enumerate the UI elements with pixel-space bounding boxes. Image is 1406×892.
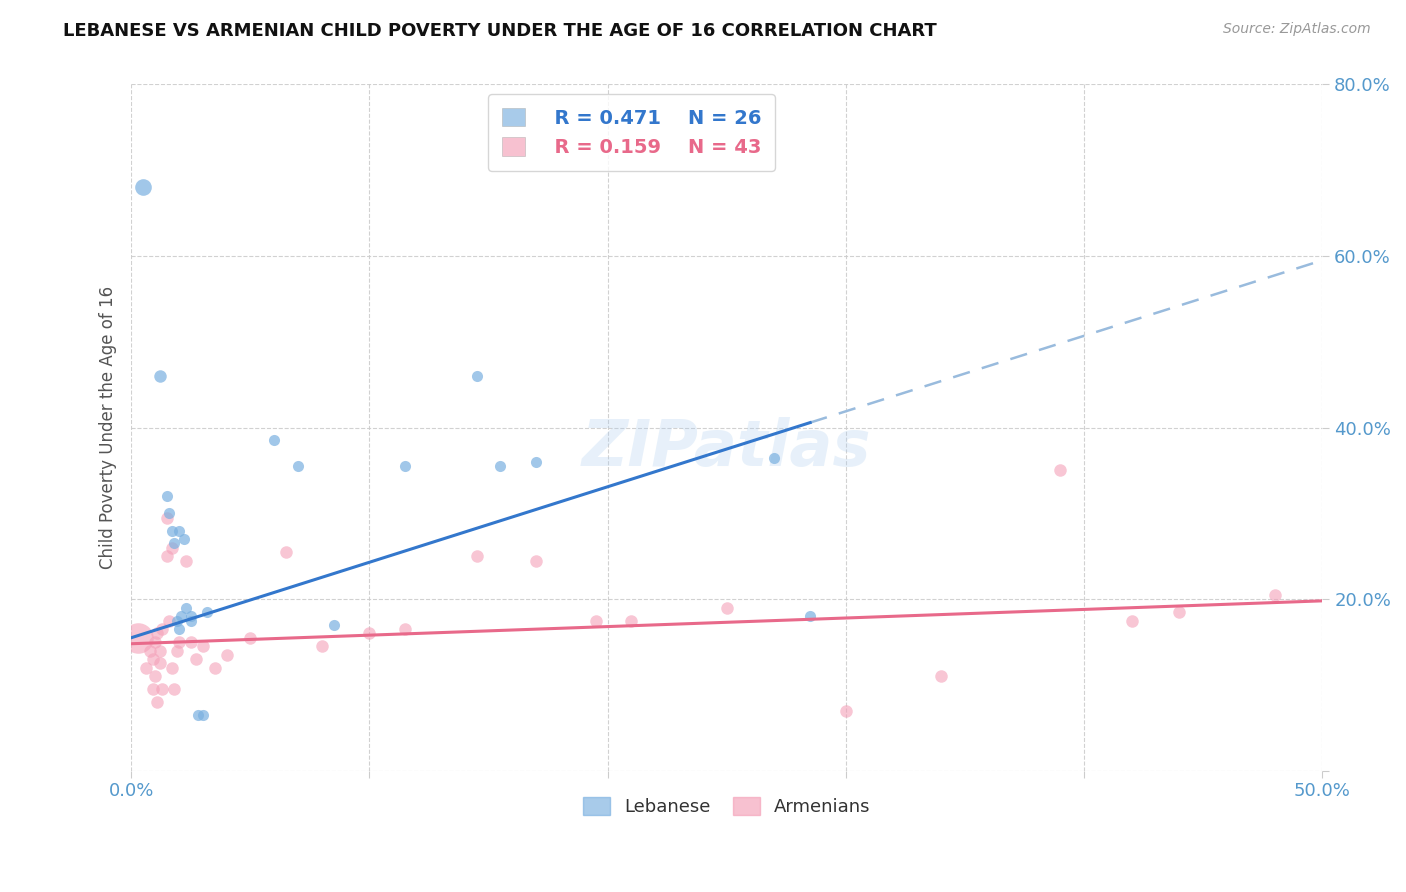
Y-axis label: Child Poverty Under the Age of 16: Child Poverty Under the Age of 16 — [100, 286, 117, 569]
Text: Source: ZipAtlas.com: Source: ZipAtlas.com — [1223, 22, 1371, 37]
Text: LEBANESE VS ARMENIAN CHILD POVERTY UNDER THE AGE OF 16 CORRELATION CHART: LEBANESE VS ARMENIAN CHILD POVERTY UNDER… — [63, 22, 936, 40]
Legend: Lebanese, Armenians: Lebanese, Armenians — [576, 790, 877, 823]
Text: ZIPatlas: ZIPatlas — [582, 417, 872, 479]
